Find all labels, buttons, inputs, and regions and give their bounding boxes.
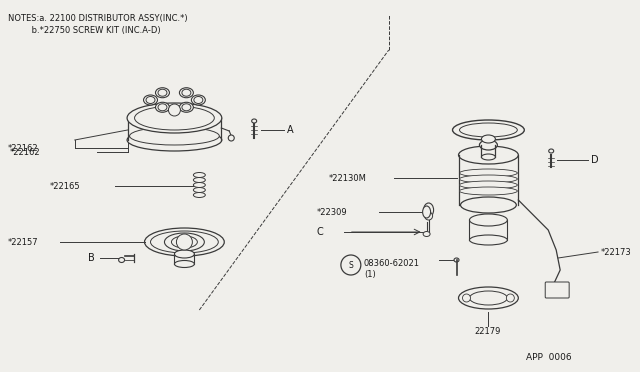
Ellipse shape: [470, 291, 508, 305]
Ellipse shape: [158, 104, 167, 111]
Ellipse shape: [143, 95, 157, 105]
Ellipse shape: [460, 169, 517, 177]
Text: 22179: 22179: [474, 327, 501, 337]
Ellipse shape: [193, 173, 205, 177]
Ellipse shape: [182, 89, 191, 96]
Text: B: B: [88, 253, 95, 263]
Ellipse shape: [193, 183, 205, 187]
Ellipse shape: [156, 102, 170, 112]
Text: C: C: [317, 227, 324, 237]
Text: *22165: *22165: [50, 182, 81, 190]
Text: *22173: *22173: [601, 247, 632, 257]
Text: *22162: *22162: [10, 148, 40, 157]
Ellipse shape: [470, 235, 508, 245]
Ellipse shape: [175, 260, 195, 267]
Ellipse shape: [424, 212, 433, 220]
Ellipse shape: [179, 102, 193, 112]
Circle shape: [228, 135, 234, 141]
Ellipse shape: [158, 89, 167, 96]
Ellipse shape: [481, 135, 495, 143]
Text: APP  0006: APP 0006: [526, 353, 572, 362]
Ellipse shape: [127, 103, 222, 133]
Ellipse shape: [481, 154, 495, 160]
Ellipse shape: [422, 206, 431, 218]
Ellipse shape: [146, 96, 155, 103]
Ellipse shape: [193, 177, 205, 183]
Ellipse shape: [175, 250, 195, 258]
Ellipse shape: [458, 287, 518, 309]
Ellipse shape: [194, 96, 203, 103]
Ellipse shape: [129, 127, 220, 145]
Circle shape: [177, 234, 193, 250]
Text: (1): (1): [364, 269, 376, 279]
Ellipse shape: [193, 192, 205, 198]
Ellipse shape: [458, 146, 518, 164]
Text: A: A: [287, 125, 294, 135]
Text: *22130M: *22130M: [329, 173, 367, 183]
Ellipse shape: [461, 197, 516, 213]
Ellipse shape: [150, 231, 218, 253]
Ellipse shape: [164, 233, 204, 251]
FancyBboxPatch shape: [545, 282, 569, 298]
Ellipse shape: [460, 123, 517, 137]
Text: NOTES:a. 22100 DISTRIBUTOR ASSY(INC.*): NOTES:a. 22100 DISTRIBUTOR ASSY(INC.*): [8, 13, 188, 22]
Text: *22157: *22157: [8, 237, 38, 247]
Text: S: S: [349, 260, 353, 269]
Ellipse shape: [193, 187, 205, 192]
Ellipse shape: [460, 181, 517, 189]
Ellipse shape: [182, 104, 191, 111]
Text: b.*22750 SCREW KIT (INC.A-D): b.*22750 SCREW KIT (INC.A-D): [8, 26, 161, 35]
Circle shape: [463, 294, 470, 302]
Text: *22162: *22162: [8, 144, 38, 153]
Ellipse shape: [470, 214, 508, 226]
Text: 08360-62021: 08360-62021: [364, 259, 420, 267]
Circle shape: [341, 255, 361, 275]
Text: D: D: [591, 155, 598, 165]
Circle shape: [168, 104, 180, 116]
Text: *22309: *22309: [317, 208, 348, 217]
Ellipse shape: [156, 88, 170, 98]
Ellipse shape: [454, 258, 459, 262]
Ellipse shape: [179, 88, 193, 98]
Circle shape: [506, 294, 515, 302]
Ellipse shape: [127, 129, 222, 151]
Ellipse shape: [252, 119, 257, 123]
Ellipse shape: [452, 120, 524, 140]
Ellipse shape: [172, 236, 197, 248]
Ellipse shape: [548, 149, 554, 153]
Ellipse shape: [134, 106, 214, 130]
Ellipse shape: [118, 257, 125, 263]
Ellipse shape: [423, 231, 430, 237]
Ellipse shape: [191, 95, 205, 105]
Ellipse shape: [479, 140, 497, 150]
Ellipse shape: [460, 187, 517, 195]
Ellipse shape: [145, 228, 224, 256]
Ellipse shape: [424, 203, 433, 217]
Ellipse shape: [460, 175, 517, 183]
